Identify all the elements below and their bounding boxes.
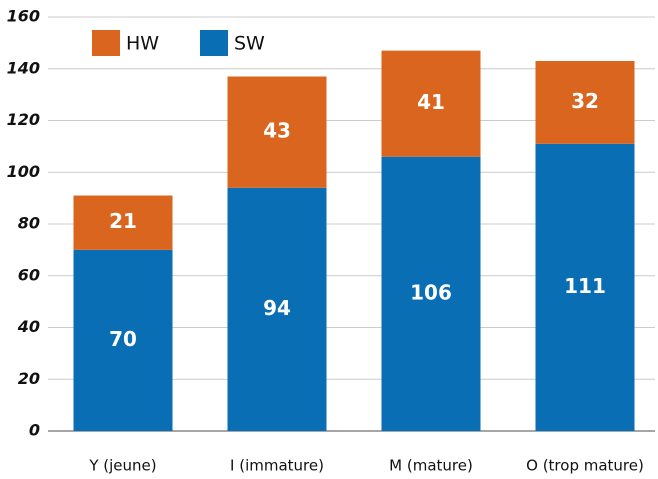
legend-swatch [200, 30, 228, 56]
bar-segment [381, 50, 481, 157]
y-tick-label: 80 [18, 214, 40, 233]
y-tick-label: 160 [7, 7, 40, 26]
value-label: 41 [417, 90, 445, 114]
bar-segment [227, 187, 327, 431]
y-tick-label: 20 [18, 369, 40, 388]
y-tick-label: 120 [7, 110, 40, 129]
value-label: 106 [410, 280, 452, 304]
bar-segment [535, 143, 635, 431]
y-tick-label: 60 [18, 265, 40, 284]
bar-segment [73, 195, 173, 250]
bar-segment [535, 60, 635, 144]
legend-label: SW [234, 33, 265, 55]
value-label: 21 [109, 209, 137, 233]
y-tick-label: 40 [17, 317, 40, 336]
value-label: 111 [564, 274, 606, 298]
bar-segment [73, 249, 173, 431]
x-tick-label: I (immature) [230, 457, 324, 475]
legend-swatch [92, 30, 120, 56]
y-tick-label: 100 [7, 162, 40, 181]
value-label: 70 [109, 327, 137, 351]
x-tick-label: O (trop mature) [526, 457, 644, 475]
value-label: 32 [571, 89, 599, 113]
y-tick-label: 140 [7, 58, 40, 77]
x-tick-label: M (mature) [389, 457, 473, 475]
bar-segment [227, 76, 327, 188]
legend-label: HW [126, 33, 159, 55]
value-label: 43 [263, 119, 291, 143]
y-tick-label: 0 [29, 421, 40, 440]
bar-segment [381, 156, 481, 431]
x-tick-label: Y (jeune) [88, 457, 156, 475]
value-label: 94 [263, 296, 291, 320]
